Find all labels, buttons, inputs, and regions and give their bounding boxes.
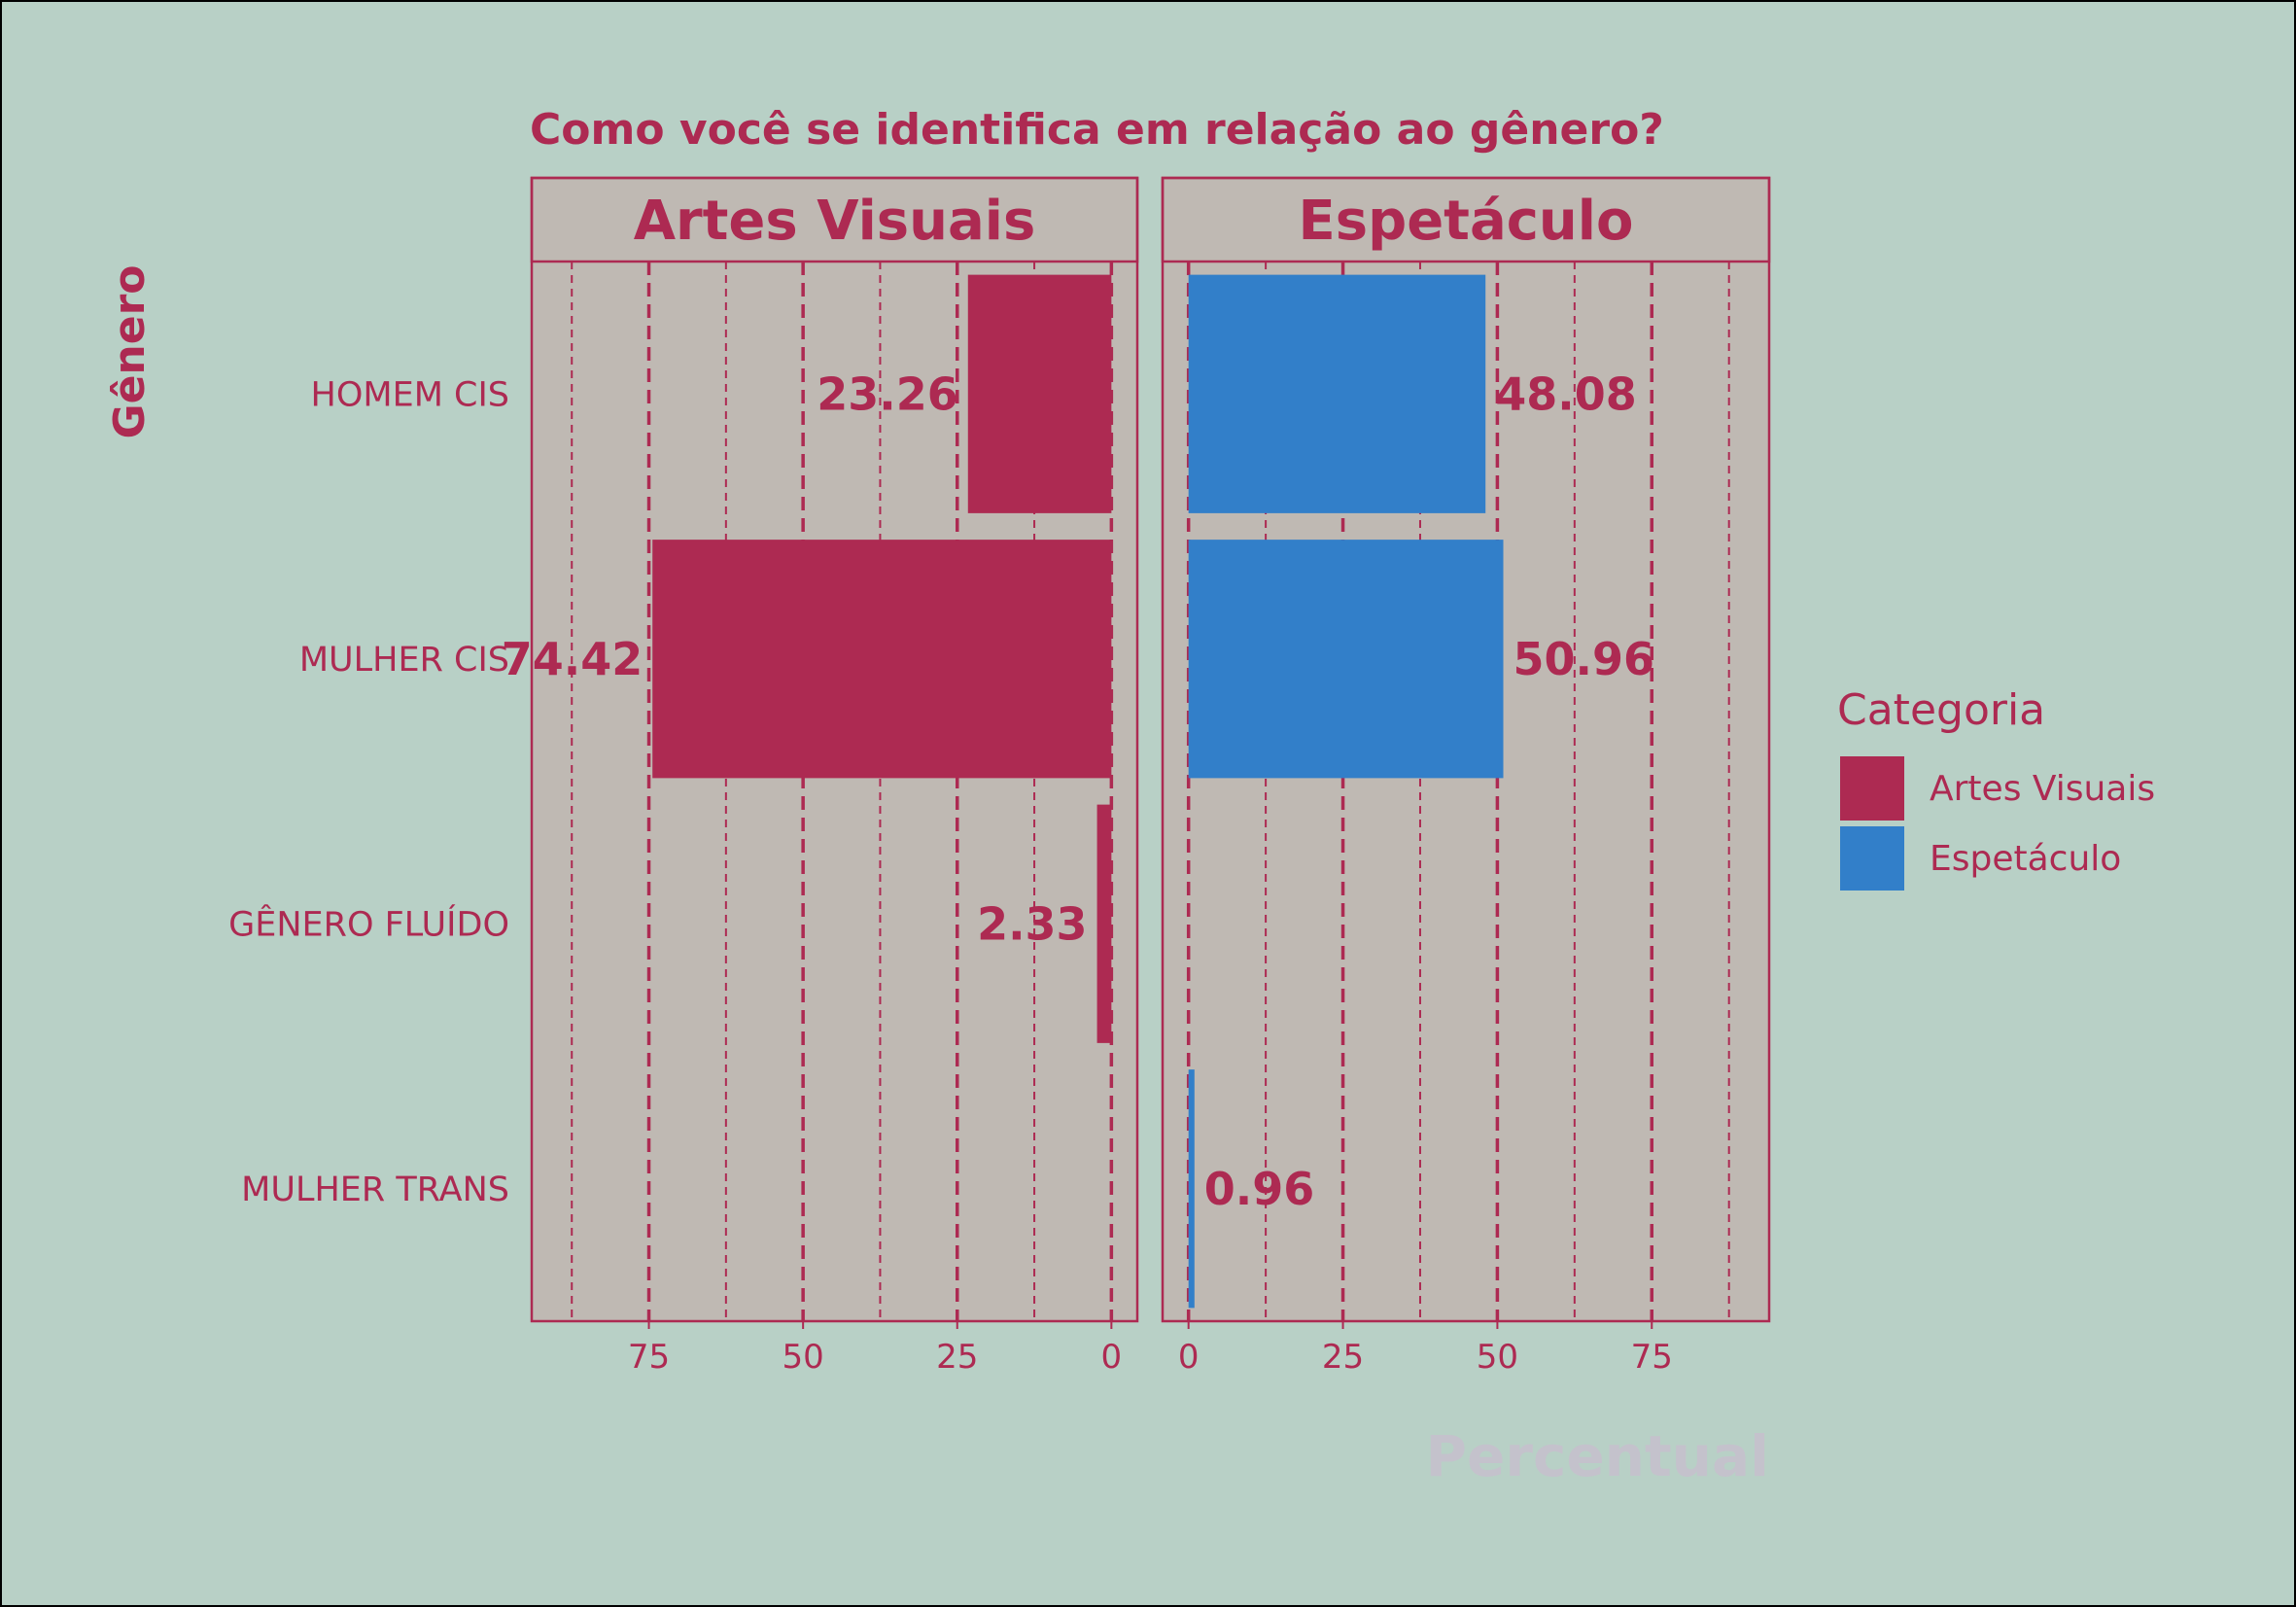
facet-panel-0: 23.26 74.42 2.33 Artes Visuais 75 50 25 0 [502, 176, 1139, 1377]
bar [1096, 804, 1112, 1043]
legend-label: Artes Visuais [1930, 769, 2155, 809]
category-label: MULHER CIS [299, 641, 509, 680]
legend-swatch [1840, 826, 1904, 891]
facet-panel-1: 48.08 50.96 0.96 Espetáculo 0 25 50 75 [1161, 176, 1771, 1377]
bar [967, 274, 1112, 513]
x-tick-label: 75 [628, 1338, 670, 1377]
legend-swatch [1840, 756, 1904, 821]
strip-label: Artes Visuais [634, 190, 1036, 253]
x-tick-label: 0 [1178, 1338, 1200, 1377]
data-label: 50.96 [1513, 633, 1655, 685]
legend-title: Categoria [1837, 685, 2045, 735]
bar [1188, 1069, 1195, 1309]
y-axis-title: Gênero [105, 264, 155, 438]
facet-panels: 23.26 74.42 2.33 Artes Visuais 75 50 25 0 48.08 5… [502, 176, 1771, 1377]
data-label: 23.26 [817, 367, 958, 420]
chart-title: Como você se identifica em relação ao gê… [530, 105, 1664, 155]
x-tick-label: 75 [1631, 1338, 1673, 1377]
x-tick-label: 25 [1322, 1338, 1364, 1377]
category-label: HOMEM CIS [311, 375, 509, 414]
strip-label: Espetáculo [1299, 190, 1634, 253]
x-axis-title: Percentual [1426, 1423, 1770, 1489]
x-tick-label: 50 [1477, 1338, 1518, 1377]
bar [1188, 274, 1486, 513]
bar [1188, 540, 1504, 779]
category-label: MULHER TRANS [241, 1170, 509, 1209]
data-label: 48.08 [1495, 367, 1637, 420]
data-label: 74.42 [502, 633, 644, 685]
x-tick-label: 0 [1101, 1338, 1123, 1377]
panel-border [530, 176, 1139, 1323]
data-label: 2.33 [977, 897, 1088, 950]
category-axis: HOMEM CIS MULHER CIS GÊNERO FLUÍDO MULHER T… [228, 375, 509, 1209]
legend: Categoria Artes Visuais Espetáculo [1837, 685, 2155, 891]
legend-label: Espetáculo [1930, 839, 2121, 879]
x-tick-label: 50 [783, 1338, 824, 1377]
x-tick-label: 25 [936, 1338, 978, 1377]
category-label: GÊNERO FLUÍDO [228, 903, 509, 944]
data-label: 0.96 [1204, 1163, 1315, 1215]
bar [652, 540, 1112, 779]
panel-border [1161, 176, 1771, 1323]
